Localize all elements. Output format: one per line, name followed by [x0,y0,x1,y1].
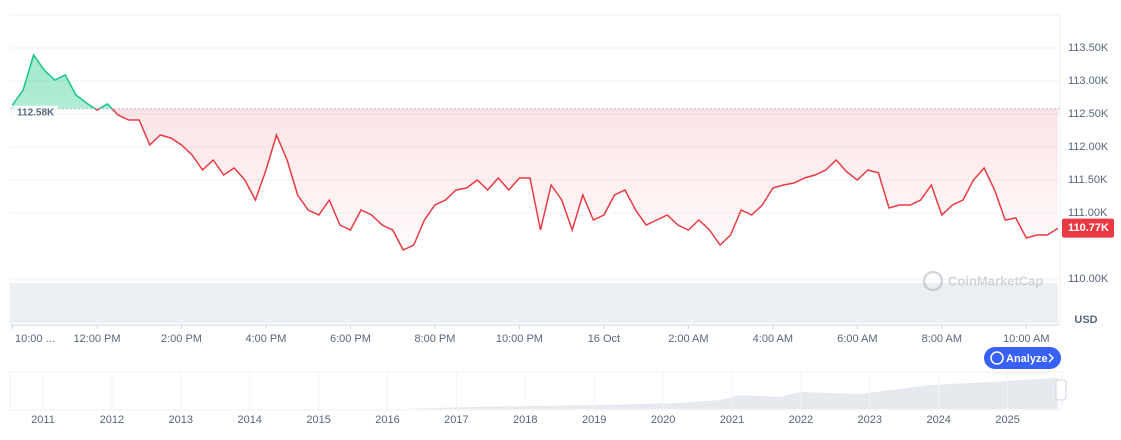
y-tick-label: 111.00K [1068,207,1108,219]
analyze-button[interactable]: Analyze [984,347,1061,369]
navigator-year: 2016 [375,414,399,426]
x-tick-label: 2:00 PM [161,333,202,345]
analyze-text[interactable]: Analyze [1006,353,1048,365]
navigator-year: 2015 [306,414,330,426]
navigator-handle[interactable] [1055,379,1067,401]
navigator-year: 2021 [720,414,744,426]
x-tick-label: 16 Oct [588,333,620,345]
analyze-bg[interactable] [984,347,1061,369]
analyze-arrow [1048,353,1055,363]
watermark-text: CoinMarketCap [948,273,1043,288]
analyze-icon [990,351,1004,365]
y-tick-label: 110.00K [1068,273,1109,285]
navigator-year: 2025 [995,414,1019,426]
navigator-year: 2017 [444,414,468,426]
y-tick-label: 113.50K [1068,42,1109,54]
navigator-year: 2014 [237,414,261,426]
x-tick-label: 10:00 ... [15,333,55,345]
navigator-year: 2023 [858,414,882,426]
price-line-down [93,108,1059,251]
navigator-year: 2024 [926,414,950,426]
volume-bars [10,283,1058,323]
navigator-year: 2013 [169,414,193,426]
x-tick-label: 4:00 PM [245,333,286,345]
navigator-area [10,378,1058,409]
navigator-year: 2019 [582,414,606,426]
y-tick-label: 112.00K [1068,141,1109,153]
y-tick-label: 111.50K [1068,174,1108,186]
watermark: CoinMarketCap [922,270,1043,292]
area-down [95,108,1058,250]
x-tick-label: 4:00 AM [753,333,793,345]
y-tick-label: 112.50K [1068,108,1109,120]
current-price-badge [1062,218,1114,238]
navigator-year: 2020 [651,414,675,426]
x-tick-label: 2:00 AM [668,333,708,345]
x-tick-label: 8:00 PM [414,333,455,345]
current-price-label: 110.77K [1068,222,1109,234]
x-tick-label: 10:00 AM [1003,333,1049,345]
navigator-year: 2022 [789,414,813,426]
baseline-label: 112.58K [17,107,55,118]
y-tick-label: 113.00K [1068,75,1109,87]
x-tick-label: 6:00 AM [837,333,877,345]
navigator-year: 2018 [513,414,537,426]
x-tick-label: 6:00 PM [330,333,371,345]
baseline-label-bg [14,105,58,121]
x-tick-label: 8:00 AM [922,333,962,345]
x-tick-label: 12:00 PM [73,333,120,345]
navigator-year: 2012 [100,414,124,426]
currency-label: USD [1074,314,1097,326]
navigator-year: 2011 [31,414,55,426]
x-tick-label: 10:00 PM [496,333,543,345]
